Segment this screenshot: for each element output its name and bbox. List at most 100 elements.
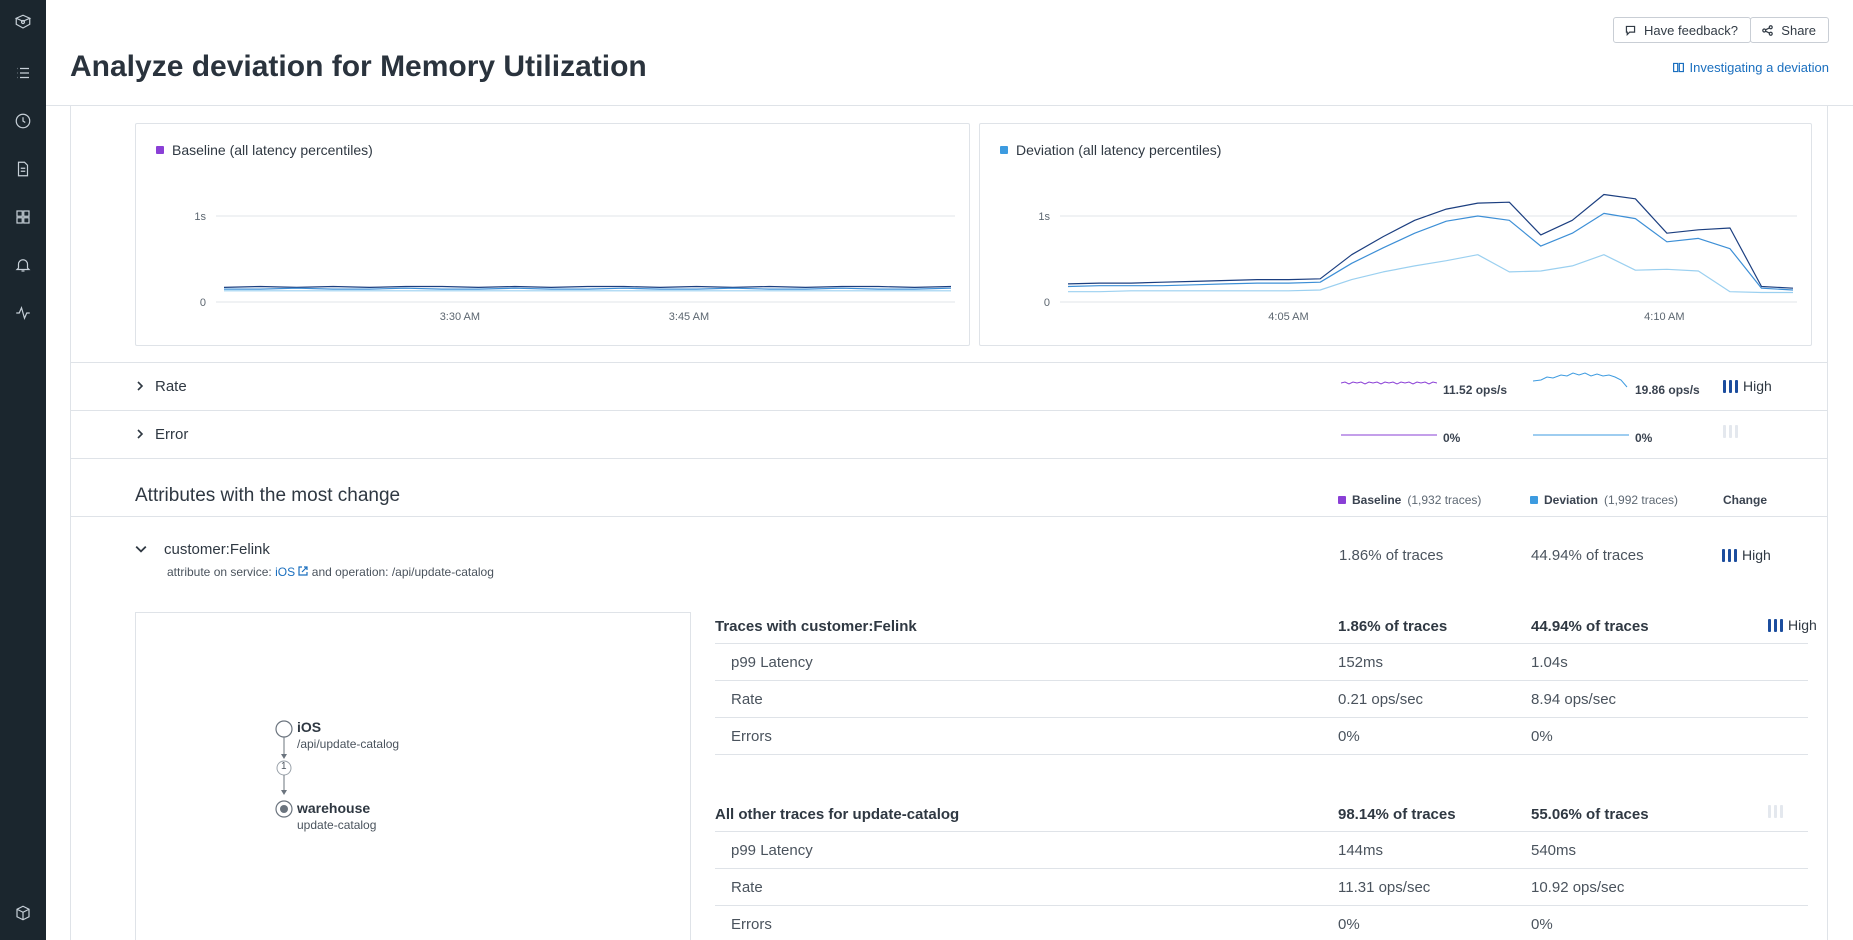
error-baseline-sparkline [1341, 434, 1437, 436]
table-row: p99 Latency 144ms 540ms [715, 832, 1808, 869]
metric-deviation: 0% [1531, 728, 1553, 745]
logo-icon[interactable] [11, 10, 35, 34]
error-toggle[interactable]: Error [135, 426, 188, 443]
error-label: Error [155, 426, 189, 443]
metric-baseline: 144ms [1338, 842, 1384, 859]
error-deviation-value: 0% [1635, 431, 1653, 445]
clock-icon[interactable] [11, 109, 35, 133]
deviation-column-label: Deviation [1544, 493, 1599, 507]
series-line-0 [223, 285, 952, 288]
cube-icon[interactable] [11, 901, 35, 925]
error-baseline-value: 0% [1443, 431, 1461, 445]
page-title: Analyze deviation for Memory Utilization [70, 50, 647, 83]
table1-baseline: 1.86% of traces [1338, 618, 1448, 635]
ios-node-operation: /api/update-catalog [297, 737, 400, 751]
document-icon[interactable] [11, 157, 35, 181]
baseline-swatch [1338, 496, 1346, 504]
attributes-title: Attributes with the most change [135, 485, 401, 506]
table-row: Errors 0% 0% [715, 906, 1808, 940]
feedback-label: Have feedback? [1644, 22, 1738, 38]
metric-deviation: 8.94 ops/sec [1531, 691, 1617, 708]
metric-baseline: 11.31 ops/sec [1338, 879, 1431, 896]
share-icon [1762, 24, 1774, 36]
rate-baseline-sparkline [1341, 381, 1437, 385]
bell-icon[interactable] [11, 253, 35, 277]
sidebar [0, 0, 46, 940]
metric-name: Rate [731, 879, 763, 896]
table2-deviation: 55.06% of traces [1531, 806, 1649, 823]
chevron-right-icon [135, 426, 145, 443]
speech-bubble-icon [1625, 25, 1636, 36]
change-bars-icon [1723, 425, 1738, 438]
table2-title: All other traces for update-catalog [715, 806, 960, 823]
pulse-icon[interactable] [11, 301, 35, 325]
series-line-0 [1067, 193, 1794, 289]
change-bars-icon [1722, 548, 1737, 562]
change-bars-icon [1768, 618, 1783, 632]
change-column-header: Change [1723, 493, 1767, 507]
baseline-column-label: Baseline [1352, 493, 1402, 507]
table-row: Errors 0% 0% [715, 718, 1808, 755]
metric-deviation: 540ms [1531, 842, 1577, 859]
series-line-1 [1067, 212, 1794, 291]
rate-change-badge: High [1723, 378, 1772, 394]
x-tick-label: 3:45 AM [669, 311, 709, 323]
metric-name: Errors [731, 916, 772, 933]
main-content: Baseline (all latency percentiles) 1s 0 3:… [46, 106, 1853, 940]
deviation-trace-count: (1,992 traces) [1604, 493, 1679, 507]
ios-node-icon [275, 720, 293, 738]
y-tick-label: 1s [1038, 211, 1050, 223]
metric-name: Errors [731, 728, 772, 745]
ios-node-name[interactable]: iOS [297, 719, 322, 735]
rate-deviation-sparkline [1533, 372, 1628, 388]
attribute-desc-suffix: and operation: /api/update-catalog [311, 565, 494, 579]
y-tick-label: 1s [194, 211, 206, 223]
attribute-desc-prefix: attribute on service: [167, 565, 272, 579]
attribute-name: customer:Felink [164, 541, 270, 558]
table2-change-badge [1768, 805, 1783, 818]
change-column-label: Change [1723, 493, 1768, 507]
service-graph: 1 iOS /api/update-catalog warehouse upda… [135, 612, 691, 940]
attribute-change-label: High [1742, 547, 1771, 563]
table1-change-label: High [1788, 617, 1817, 633]
warehouse-node-operation: update-catalog [297, 818, 377, 832]
rate-baseline-value: 11.52 ops/s [1443, 383, 1508, 397]
book-icon [1672, 62, 1684, 73]
grid-icon[interactable] [11, 205, 35, 229]
metric-baseline: 0% [1338, 728, 1360, 745]
change-bars-icon [1768, 805, 1783, 818]
other-traces-header: All other traces for update-catalog 98.1… [715, 798, 1808, 832]
table-row: p99 Latency 152ms 1.04s [715, 644, 1808, 681]
feedback-button[interactable]: Have feedback? [1613, 17, 1751, 43]
attribute-collapse-toggle[interactable] [135, 542, 147, 560]
deviation-swatch [1530, 496, 1538, 504]
attribute-change-badge: High [1722, 547, 1771, 563]
deviation-chart-legend: Deviation (all latency percentiles) [1000, 142, 1221, 158]
metric-baseline: 0% [1338, 916, 1360, 933]
rate-change-label: High [1743, 378, 1772, 394]
baseline-chart-title: Baseline (all latency percentiles) [172, 142, 373, 158]
baseline-chart-legend: Baseline (all latency percentiles) [156, 142, 373, 158]
external-link-icon [298, 566, 309, 576]
divider [71, 458, 1827, 459]
table1-deviation: 44.94% of traces [1531, 618, 1649, 635]
series-line-1 [224, 287, 952, 290]
investigating-deviation-link[interactable]: Investigating a deviation [1672, 60, 1829, 75]
service-link[interactable]: iOS [275, 565, 312, 579]
baseline-chart: Baseline (all latency percentiles) 1s 0 3:… [135, 123, 970, 346]
baseline-trace-count: (1,932 traces) [1407, 493, 1482, 507]
divider [71, 516, 1827, 517]
attribute-baseline-value: 1.86% of traces [1339, 547, 1444, 564]
error-row: Error 0% 0% [71, 410, 1827, 458]
deviation-chart-plot: 1s 0 4:05 AM 4:10 AM [1038, 193, 1797, 323]
warehouse-node-name[interactable]: warehouse [297, 800, 371, 816]
metric-name: p99 Latency [731, 842, 813, 859]
list-icon[interactable] [11, 61, 35, 85]
rate-deviation-value: 19.86 ops/s [1635, 383, 1700, 397]
attribute-description: attribute on service: iOS and operation:… [167, 565, 494, 579]
share-button[interactable]: Share [1750, 17, 1829, 43]
rate-toggle[interactable]: Rate [135, 378, 187, 395]
metric-name: p99 Latency [731, 654, 813, 671]
chevron-right-icon [135, 378, 145, 395]
service-graph-canvas [275, 720, 293, 818]
